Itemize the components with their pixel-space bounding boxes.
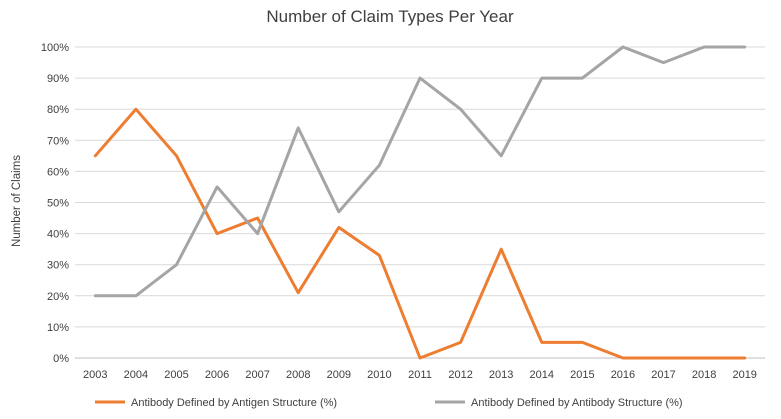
x-tick-label: 2004 (124, 369, 148, 381)
x-tick-label: 2009 (327, 369, 351, 381)
chart-title: Number of Claim Types Per Year (266, 7, 514, 26)
x-tick-label: 2019 (732, 369, 756, 381)
x-tick-label: 2012 (448, 369, 472, 381)
y-tick-label: 80% (47, 104, 69, 116)
x-tick-label: 2006 (205, 369, 229, 381)
x-tick-label: 2015 (570, 369, 594, 381)
x-tick-label: 2018 (692, 369, 716, 381)
legend-label-1: Antibody Defined by Antigen Structure (%… (131, 397, 337, 409)
y-tick-label: 20% (47, 291, 69, 303)
legend: Antibody Defined by Antigen Structure (%… (95, 397, 683, 409)
legend-label-2: Antibody Defined by Antibody Structure (… (471, 397, 683, 409)
x-tick-label: 2007 (245, 369, 269, 381)
gridlines (75, 46, 765, 359)
y-tick-label: 0% (53, 353, 69, 365)
y-tick-label: 40% (47, 229, 69, 241)
y-tick-label: 90% (47, 73, 69, 85)
x-tick-labels: 2003 2004 2005 2006 2007 2008 2009 2010 2011 2012… (83, 369, 757, 381)
x-tick-label: 2008 (286, 369, 310, 381)
y-tick-label: 10% (47, 322, 69, 334)
y-tick-label: 70% (47, 135, 69, 147)
y-axis-label: Number of Claims (11, 155, 23, 247)
x-tick-label: 2011 (408, 369, 432, 381)
series-line-1 (93, 107, 747, 360)
x-tick-label: 2013 (489, 369, 513, 381)
y-tick-label: 50% (47, 198, 69, 210)
y-tick-labels: 0% 10% 20% 30% 40% 50% 60% 70% 80% 90% 100% (41, 42, 69, 365)
y-tick-label: 30% (47, 260, 69, 272)
x-tick-label: 2016 (611, 369, 635, 381)
x-tick-label: 2003 (83, 369, 107, 381)
x-tick-label: 2005 (164, 369, 188, 381)
x-tick-label: 2010 (367, 369, 391, 381)
series-lines (93, 45, 747, 360)
y-tick-label: 100% (41, 42, 69, 54)
series-line-2 (93, 45, 747, 298)
x-tick-label: 2017 (651, 369, 675, 381)
y-tick-label: 60% (47, 166, 69, 178)
x-tick-label: 2014 (530, 369, 554, 381)
